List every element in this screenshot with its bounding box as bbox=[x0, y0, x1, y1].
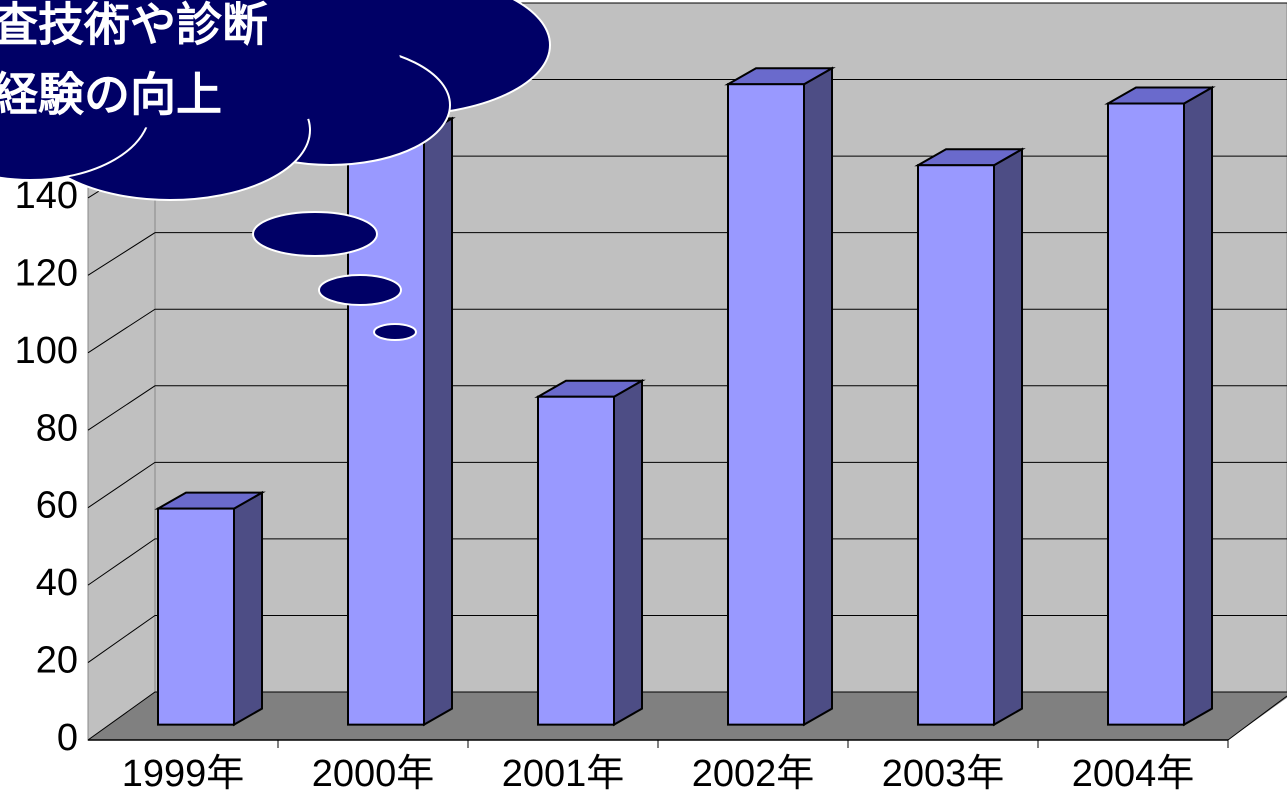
y-tick-label: 140 bbox=[15, 175, 78, 217]
bar bbox=[724, 66, 836, 727]
grid-line bbox=[87, 691, 1287, 741]
annotation: 経験の向上 bbox=[0, 68, 222, 122]
callout-cloud: 査技術や診断 経験の向上 bbox=[0, 0, 551, 341]
y-tick-label: 80 bbox=[36, 407, 78, 449]
bar-side bbox=[423, 116, 453, 727]
x-tick-label: 2001年 bbox=[502, 753, 625, 794]
bar bbox=[914, 147, 1026, 727]
grid-line bbox=[87, 385, 1287, 431]
y-tick-label: 100 bbox=[15, 330, 78, 372]
grid-line bbox=[87, 614, 1287, 663]
y-tick-label: 40 bbox=[36, 562, 78, 604]
grid-line bbox=[87, 461, 1287, 509]
bar-front bbox=[537, 395, 615, 726]
x-tick-label: 2003年 bbox=[882, 753, 1005, 794]
bar-side bbox=[233, 490, 263, 727]
grid-line bbox=[87, 538, 1287, 586]
y-tick-label: 20 bbox=[36, 640, 78, 682]
grid-line bbox=[87, 232, 1287, 276]
bar-front bbox=[157, 507, 235, 726]
bar bbox=[1104, 85, 1216, 727]
x-tick-label: 2002年 bbox=[692, 753, 815, 794]
grid-line bbox=[87, 308, 1287, 354]
x-tick-label: 2004年 bbox=[1072, 753, 1195, 794]
bar-front bbox=[1107, 102, 1185, 726]
y-tick-label: 120 bbox=[15, 252, 78, 294]
y-tick-label: 0 bbox=[57, 717, 78, 759]
bar-front bbox=[727, 83, 805, 726]
annotation: 査技術や診断 bbox=[0, 0, 268, 52]
bar bbox=[344, 116, 456, 727]
bar-side bbox=[993, 147, 1023, 727]
x-tick-label: 2000年 bbox=[312, 753, 435, 794]
x-tick-label: 1999年 bbox=[122, 753, 245, 794]
bar bbox=[534, 378, 646, 727]
bar bbox=[154, 490, 266, 727]
bar-side bbox=[1183, 85, 1213, 727]
y-tick-label: 60 bbox=[36, 485, 78, 527]
bar-front bbox=[917, 164, 995, 726]
bar-side bbox=[613, 378, 643, 727]
axis-line bbox=[1227, 695, 1287, 741]
bar-side bbox=[803, 66, 833, 727]
plot: 0204060801001201401601801999年2000年2001年2… bbox=[15, 2, 1287, 794]
